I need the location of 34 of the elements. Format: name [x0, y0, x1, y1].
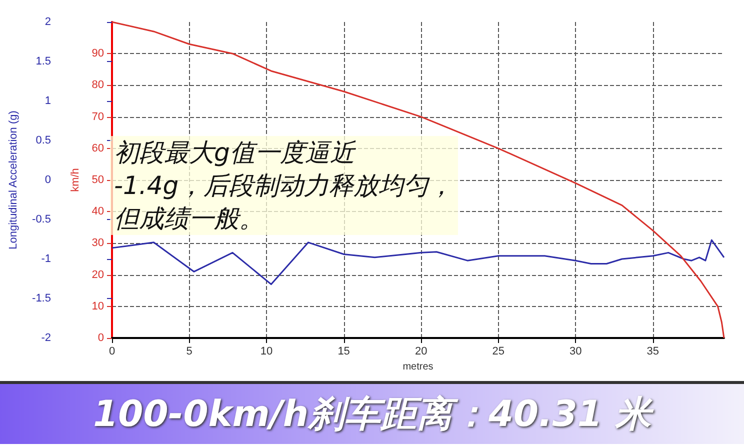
- y-tick-label: -1.5: [32, 292, 51, 304]
- y2-tick-label: 60: [92, 142, 104, 154]
- y-tick-label: 1: [44, 95, 51, 107]
- x-tick-label: 5: [186, 346, 192, 358]
- x-tick-label: 25: [492, 346, 504, 358]
- y2-tick-label: 30: [92, 237, 104, 250]
- y-axis-title: Longitudinal Acceleration (g): [8, 110, 20, 250]
- x-tick-label: 15: [338, 346, 350, 358]
- y2-tick-label: 40: [92, 206, 104, 218]
- y2-tick-label: 0: [98, 332, 104, 344]
- x-tick-label: 10: [260, 346, 273, 358]
- y-tick-label: 2: [44, 16, 51, 28]
- line-series: [111, 239, 725, 286]
- y2-tick-label: 70: [92, 110, 104, 123]
- y2-tick-label: 20: [92, 268, 104, 281]
- y2-axis-title: km/h: [69, 168, 82, 192]
- y2-tick-label: 80: [92, 79, 104, 92]
- y2-tick-label: 90: [92, 48, 104, 60]
- x-axis-title: metres: [402, 361, 434, 372]
- x-tick-label: 20: [414, 346, 428, 358]
- y-tick-label: 1.5: [36, 56, 51, 68]
- y-tick-label: 0.5: [36, 134, 51, 146]
- y-tick-label: -1: [41, 253, 51, 265]
- y-tick-label: 0: [44, 174, 51, 186]
- x-tick-label: 0: [108, 346, 116, 358]
- annotation: -1.4g，后段制动力释放均匀，: [114, 171, 454, 200]
- y-tick-label: -2: [41, 332, 51, 344]
- y2-tick-label: 50: [92, 174, 104, 186]
- annotation: 但成绩一般。: [114, 204, 264, 233]
- y2-tick-label: 10: [92, 300, 104, 312]
- x-tick-label: 30: [570, 346, 582, 358]
- annotation: 初段最大g值一度逼近: [114, 138, 355, 167]
- y-tick-label: -0.5: [32, 214, 51, 226]
- x-tick-label: 35: [646, 346, 660, 358]
